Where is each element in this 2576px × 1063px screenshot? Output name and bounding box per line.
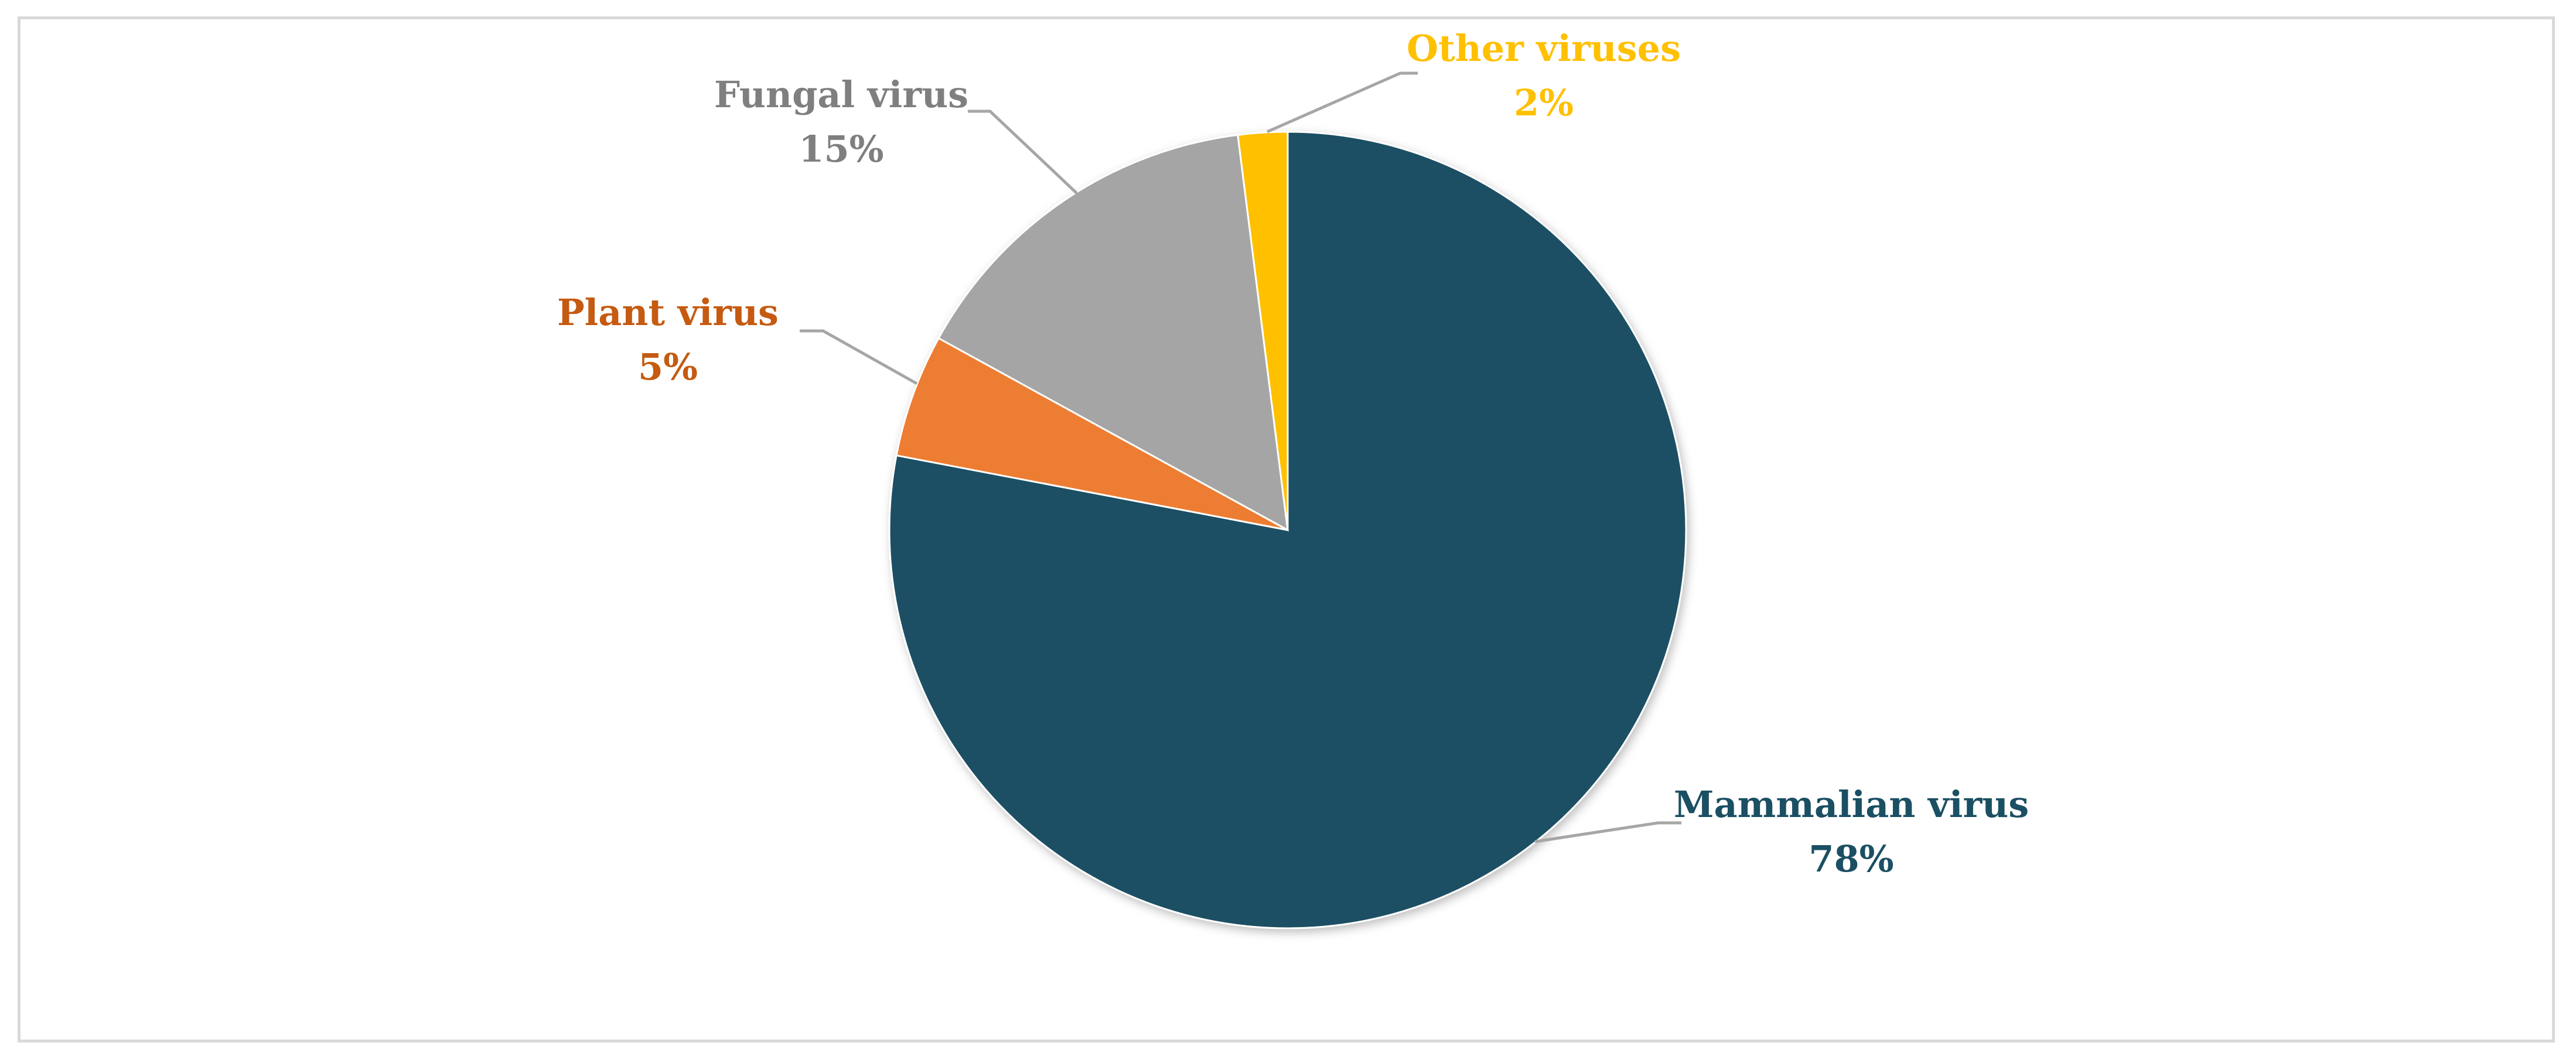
pie-slice-plant-virus: [895, 337, 1288, 531]
slice-category-label: Plant virus: [557, 291, 779, 334]
slice-category-label: Fungal virus: [714, 73, 968, 116]
slice-percent-label: 2%: [1514, 81, 1574, 124]
pie-slice-fungal-virus: [937, 134, 1289, 532]
leader-line: [1266, 71, 1418, 134]
slice-labels: Mammalian virus 78% Plant virus 5% Fungal vi…: [557, 27, 2029, 880]
leader-line: [800, 329, 918, 385]
pie-slice-other-viruses: [1237, 131, 1289, 531]
leader-line: [968, 110, 1078, 194]
slice-percent-label: 5%: [638, 346, 698, 388]
leader-line: [1534, 821, 1681, 843]
leader-lines: [800, 71, 1681, 843]
pie-slice-mammalian-virus: [888, 131, 1687, 929]
slice-percent-label: 78%: [1809, 838, 1893, 880]
slice-category-label: Other viruses: [1407, 27, 1681, 70]
pie-slices: [888, 131, 1687, 929]
slice-category-label: Mammalian virus: [1674, 783, 2029, 826]
slice-percent-label: 15%: [799, 128, 883, 170]
